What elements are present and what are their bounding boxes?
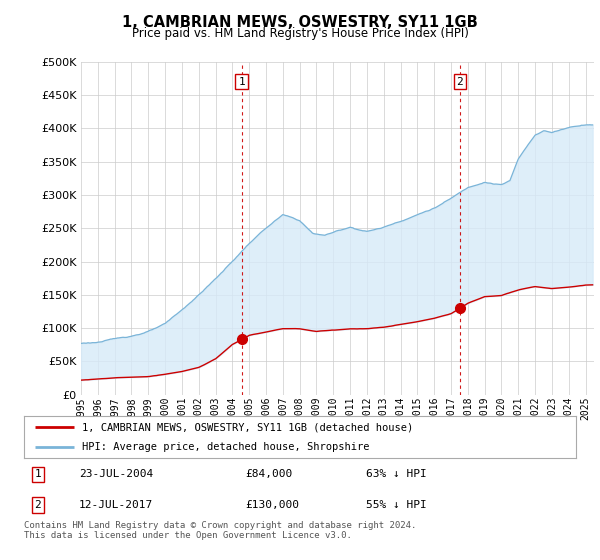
Text: 23-JUL-2004: 23-JUL-2004 [79, 469, 154, 479]
Text: HPI: Average price, detached house, Shropshire: HPI: Average price, detached house, Shro… [82, 442, 370, 452]
Text: 55% ↓ HPI: 55% ↓ HPI [366, 500, 427, 510]
Text: Price paid vs. HM Land Registry's House Price Index (HPI): Price paid vs. HM Land Registry's House … [131, 27, 469, 40]
Text: 63% ↓ HPI: 63% ↓ HPI [366, 469, 427, 479]
Text: £84,000: £84,000 [245, 469, 292, 479]
Text: 12-JUL-2017: 12-JUL-2017 [79, 500, 154, 510]
Text: 1: 1 [238, 77, 245, 87]
Text: £130,000: £130,000 [245, 500, 299, 510]
Text: 2: 2 [457, 77, 463, 87]
Text: 1, CAMBRIAN MEWS, OSWESTRY, SY11 1GB: 1, CAMBRIAN MEWS, OSWESTRY, SY11 1GB [122, 15, 478, 30]
Text: 2: 2 [34, 500, 41, 510]
Text: 1: 1 [34, 469, 41, 479]
Text: 1, CAMBRIAN MEWS, OSWESTRY, SY11 1GB (detached house): 1, CAMBRIAN MEWS, OSWESTRY, SY11 1GB (de… [82, 422, 413, 432]
Text: Contains HM Land Registry data © Crown copyright and database right 2024.
This d: Contains HM Land Registry data © Crown c… [24, 521, 416, 540]
